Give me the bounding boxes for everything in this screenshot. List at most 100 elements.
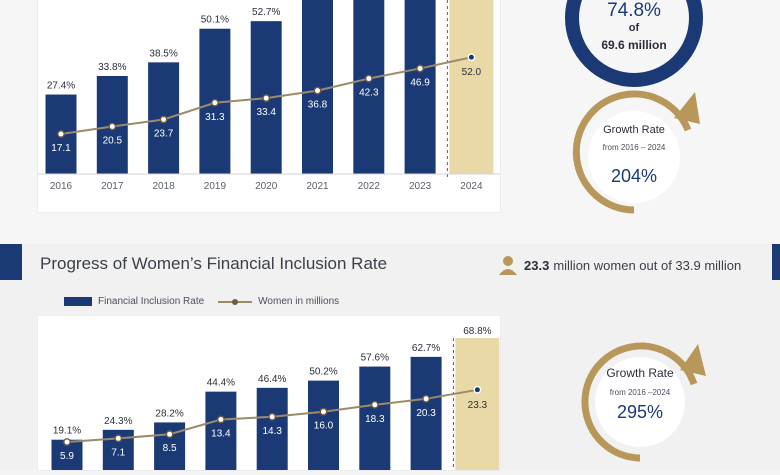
bottom-growth-value: 295% (616, 402, 664, 422)
total-of: of (628, 22, 640, 34)
bottom-chart: 19.1% 24.3% 28.2% 44.4% 46.4% 50.2% 57.6% 62.7%… (51, 326, 500, 475)
line-value-label: 20.3 (416, 408, 436, 419)
line-value-label: 52.0 (462, 67, 482, 78)
top-chart-card: 27.4% 33.8% 38.5% 50.1% 52.7% 17.1 20.5 23.7 31.… (38, 0, 500, 212)
bar (404, 0, 436, 174)
line-point (422, 394, 430, 403)
line-value-label: 23.3 (468, 400, 488, 411)
line-point (319, 407, 328, 416)
section-accent-bar (0, 244, 22, 280)
line-value-label: 20.5 (103, 136, 123, 147)
top-growth-period: from 2016 – 2024 (602, 143, 666, 152)
line-point (210, 98, 219, 107)
bar (410, 356, 442, 475)
x-tick-label: 2020 (255, 181, 278, 192)
bar (256, 387, 288, 475)
bar-value-label: 28.2% (155, 408, 183, 419)
bar-value-label: 50.1% (201, 15, 229, 26)
x-tick-label: 2024 (460, 181, 483, 192)
line-value-label: 36.8 (308, 100, 328, 111)
legend-bar-swatch (64, 297, 92, 306)
bar-value-label: 46.4% (258, 374, 286, 385)
total-value: 69.6 million (601, 38, 667, 52)
legend-line-label: Women in millions (258, 296, 340, 307)
bar-value-label: 33.8% (98, 62, 126, 73)
bar-value-label: 50.2% (309, 367, 337, 378)
x-tick-label: 2021 (306, 181, 329, 192)
bar (353, 0, 385, 174)
x-tick-label: 2017 (101, 181, 124, 192)
line-point (416, 64, 424, 73)
women-text: million women out of 33.9 million (553, 257, 742, 273)
highlight-column (455, 338, 500, 475)
x-tick-label: 2018 (152, 181, 175, 192)
bar (359, 366, 391, 475)
section-right-bar (772, 244, 780, 280)
growth-arrow-icon (674, 92, 700, 124)
bar-value-label: 62.7% (412, 343, 440, 354)
line-value-label: 42.3 (359, 88, 379, 99)
bar-value-label: 57.6% (361, 353, 389, 364)
woman-icon (499, 256, 517, 275)
line-point (63, 438, 71, 446)
line-point (262, 94, 271, 103)
bar-value-label: 19.1% (53, 426, 81, 437)
line-value-label: 8.5 (163, 443, 177, 454)
women-highlight: 23.3 (524, 257, 550, 273)
x-tick-label: 2023 (409, 181, 432, 192)
line-point (268, 412, 277, 421)
line-point (108, 122, 117, 131)
line-point (364, 74, 373, 83)
section-title: Progress of Women’s Financial Inclusion … (40, 254, 388, 273)
highlight-column (449, 0, 494, 174)
line-point (57, 130, 65, 138)
legend-bar-label: Financial Inclusion Rate (98, 296, 205, 307)
total-percent: 74.8% (607, 0, 661, 21)
line-value-label: 46.9 (410, 77, 430, 88)
x-tick-label: 2022 (358, 181, 381, 192)
bar-value-label: 24.3% (104, 416, 132, 427)
line-point (114, 434, 123, 443)
top-chart: 27.4% 33.8% 38.5% 50.1% 52.7% 17.1 20.5 23.7 31.… (38, 0, 500, 192)
bar-value-label: 44.4% (207, 378, 235, 389)
top-growth-value: 204% (610, 166, 658, 186)
bar (308, 380, 339, 475)
line-value-label: 16.0 (314, 421, 334, 432)
x-tick-label: 2016 (50, 181, 73, 192)
line-point (159, 115, 168, 124)
top-growth-title: Growth Rate (603, 124, 665, 136)
line-value-label: 7.1 (111, 447, 125, 458)
line-point (473, 385, 482, 394)
women-info: 23.3 million women out of 33.9 million (498, 254, 741, 276)
line-value-label: 13.4 (211, 429, 231, 440)
bottom-callout: Growth Rate from 2016 –2024 295% (570, 320, 730, 470)
bottom-growth-period: from 2016 –2024 (609, 388, 671, 397)
growth-disc (588, 111, 680, 203)
line-point (165, 430, 174, 439)
growth-ring (572, 90, 692, 214)
bottom-growth-title: Growth Rate (606, 366, 674, 380)
legend-line-swatch (218, 298, 253, 305)
line-value-label: 31.3 (205, 112, 225, 123)
line-value-label: 18.3 (365, 414, 385, 425)
bar-value-label: 38.5% (149, 48, 177, 59)
top-callout: 74.8% of 69.6 million Growth Rate from 2… (560, 0, 730, 230)
x-tick-label: 2019 (204, 181, 227, 192)
line-value-label: 17.1 (51, 143, 71, 154)
bar-value-label: 52.7% (252, 7, 280, 18)
line-point (216, 415, 225, 424)
bar-value-label: 68.8% (463, 326, 491, 337)
bottom-chart-card: 19.1% 24.3% 28.2% 44.4% 46.4% 50.2% 57.6% 62.7%… (38, 316, 500, 475)
top-callout-graphic (565, 0, 703, 214)
bottom-growth-arrow-icon (680, 344, 706, 376)
bottom-callout-graphic (581, 342, 706, 462)
line-value-label: 14.3 (262, 426, 282, 437)
bar (205, 391, 237, 475)
bottom-growth-ring (581, 342, 698, 462)
line-point (467, 53, 476, 62)
bar-value-label: 27.4% (47, 81, 75, 92)
line-point (370, 400, 379, 409)
line-value-label: 33.4 (256, 107, 276, 118)
total-ring (565, 0, 703, 87)
line-point (313, 86, 322, 95)
